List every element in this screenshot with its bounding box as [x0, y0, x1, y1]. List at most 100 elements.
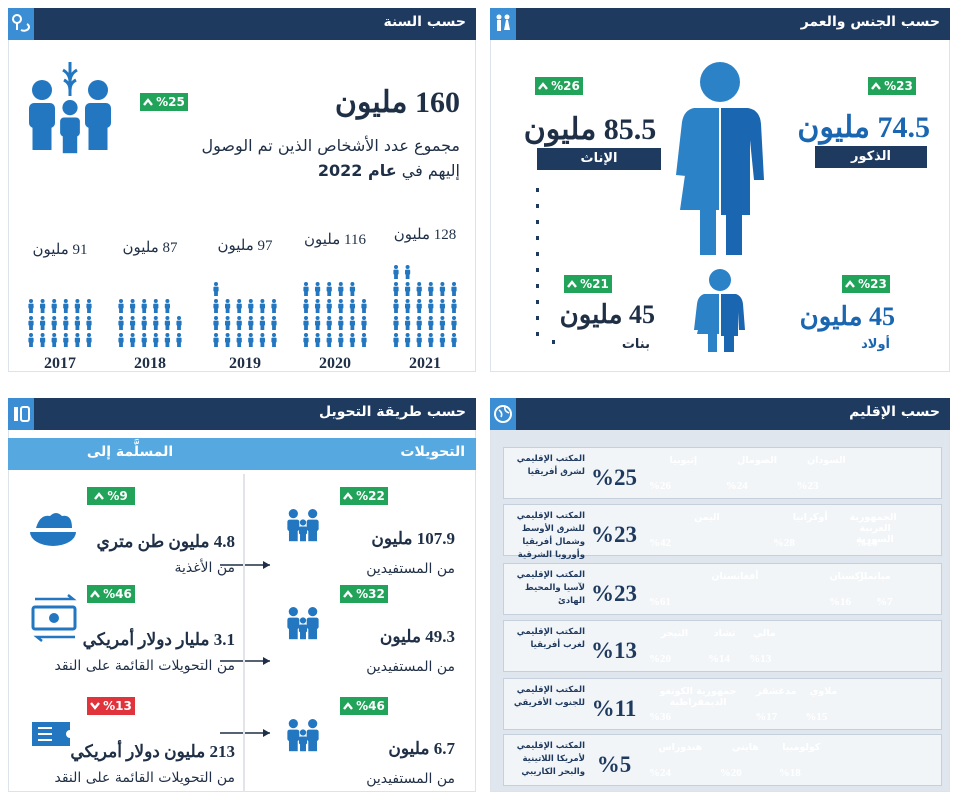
header-icon	[490, 398, 516, 430]
region-name: المكتب الإقليمي لشرق أفريقيا	[516, 454, 585, 477]
girls-value: 45 مليون	[559, 300, 655, 329]
country-name: مالي	[753, 628, 776, 639]
country-name: إثيوبيا	[669, 455, 698, 466]
year-value: 128 مليون	[393, 227, 457, 243]
change-badge: %46	[87, 585, 135, 603]
country-name: هندوراس	[658, 742, 703, 753]
trend-arrow	[567, 280, 578, 288]
region-row	[503, 678, 942, 730]
country-name: اليمن	[694, 512, 720, 523]
header-bar	[490, 8, 950, 40]
region-row	[503, 504, 942, 556]
boys-label: أولاد	[861, 337, 890, 352]
trend-arrow	[845, 280, 856, 288]
change-value: %9	[107, 489, 128, 503]
header-icon	[8, 398, 34, 430]
year-value: 91 مليون	[32, 242, 88, 258]
delivered-label: من التحويلات القائمة على النقد	[54, 770, 235, 786]
header-title: حسب طريقة التحويل	[318, 404, 466, 420]
icon	[12, 14, 30, 32]
country-name: النيجر	[660, 628, 689, 639]
region-share: %23	[591, 581, 637, 606]
country-name: كولومبيا	[782, 742, 821, 753]
country-share: %14	[708, 653, 730, 665]
change-badge: %25	[140, 93, 188, 111]
female-label: الإناث	[537, 148, 661, 170]
column-title: التحويلات	[400, 444, 465, 460]
change-value: %26	[551, 79, 580, 93]
country-name: ميانمار	[858, 571, 891, 582]
country-name: مدغشقر	[756, 686, 797, 697]
region-name: المكتب الإقليمي لآسيا والمحيط الهادئ	[516, 570, 585, 606]
country-share: %24	[725, 480, 748, 492]
country-share: %20	[649, 653, 671, 665]
country-name: الجمهورية العربية السورية	[849, 512, 897, 545]
beneficiaries-value: 49.3 مليون	[379, 627, 455, 646]
country-name: هايتي	[731, 742, 759, 753]
country-share: %26	[649, 480, 671, 492]
header-bar	[8, 8, 476, 40]
change-badge: %23	[868, 77, 916, 95]
trend-arrow	[90, 702, 101, 710]
delivered-value: 213 مليون دولار أمريكي	[70, 742, 235, 761]
description: مجموع عدد الأشخاص الذين تم الوصول إليهم …	[190, 133, 461, 193]
year-label: 2018	[134, 355, 166, 372]
year-label: 2017	[44, 355, 76, 372]
year-label: 2021	[409, 355, 441, 372]
country-share: %36	[649, 711, 671, 723]
country-share: %61	[649, 596, 671, 608]
country-share: %16	[828, 596, 851, 608]
region-row	[503, 620, 942, 672]
country-name: السودان	[807, 455, 846, 466]
country-name: أفغانستان	[711, 571, 759, 582]
country-share: %15	[805, 711, 828, 723]
delivered-label: من التحويلات القائمة على النقد	[54, 658, 235, 674]
country-name: باكستان	[829, 571, 868, 582]
region-share: %11	[591, 696, 637, 721]
panel	[8, 8, 476, 372]
header-bar	[490, 398, 950, 430]
region-name: المكتب الإقليمي لغرب أفريقيا	[516, 627, 585, 650]
country-share: %13	[749, 653, 772, 665]
change-value: %46	[356, 699, 385, 713]
description-text: مجموع عدد الأشخاص الذين تم الوصول إليهم …	[201, 136, 461, 180]
column-title: المسلَّمة إلى	[86, 444, 174, 460]
trend-arrow	[343, 702, 354, 710]
change-badge: %22	[340, 487, 388, 505]
divider	[243, 474, 245, 792]
icon	[14, 406, 30, 422]
region-row	[503, 734, 942, 786]
delivered-value: 4.8 مليون طن متري	[96, 532, 235, 551]
region-share: %13	[591, 638, 637, 663]
trend-arrow	[538, 82, 549, 90]
region-share: %23	[591, 522, 637, 547]
change-badge: %32	[340, 585, 388, 603]
header-title: حسب السنة	[383, 14, 466, 30]
country-share: %7	[876, 596, 893, 608]
description-year: عام 2022	[317, 161, 397, 180]
delivered-value: 3.1 مليار دولار أمريكي	[82, 630, 235, 649]
change-value: %25	[156, 95, 185, 109]
subheader	[8, 438, 476, 470]
trend-arrow	[143, 98, 154, 106]
beneficiaries-label: من المستفيدين	[366, 659, 455, 675]
beneficiaries-label: من المستفيدين	[366, 771, 455, 787]
trend-arrow	[94, 492, 105, 500]
beneficiaries-value: 107.9 مليون	[371, 529, 455, 548]
female-value: 85.5 مليون	[523, 113, 657, 146]
country-name: ملاوي	[809, 686, 838, 697]
country-share: %16	[855, 537, 878, 549]
header-icon	[8, 8, 34, 40]
beneficiaries-value: 6.7 مليون	[388, 739, 455, 758]
region-row	[503, 563, 942, 615]
change-badge: %46	[340, 697, 388, 715]
male-label: الذكور	[815, 146, 927, 168]
country-name: تشاد	[713, 628, 736, 639]
country-share: %24	[649, 767, 671, 779]
trend-arrow	[343, 590, 354, 598]
region-name: المكتب الإقليمي للجنوب الأفريقي	[513, 685, 585, 708]
region-share: %25	[591, 465, 637, 490]
change-badge: %9	[87, 487, 135, 505]
header-icon	[490, 8, 516, 40]
